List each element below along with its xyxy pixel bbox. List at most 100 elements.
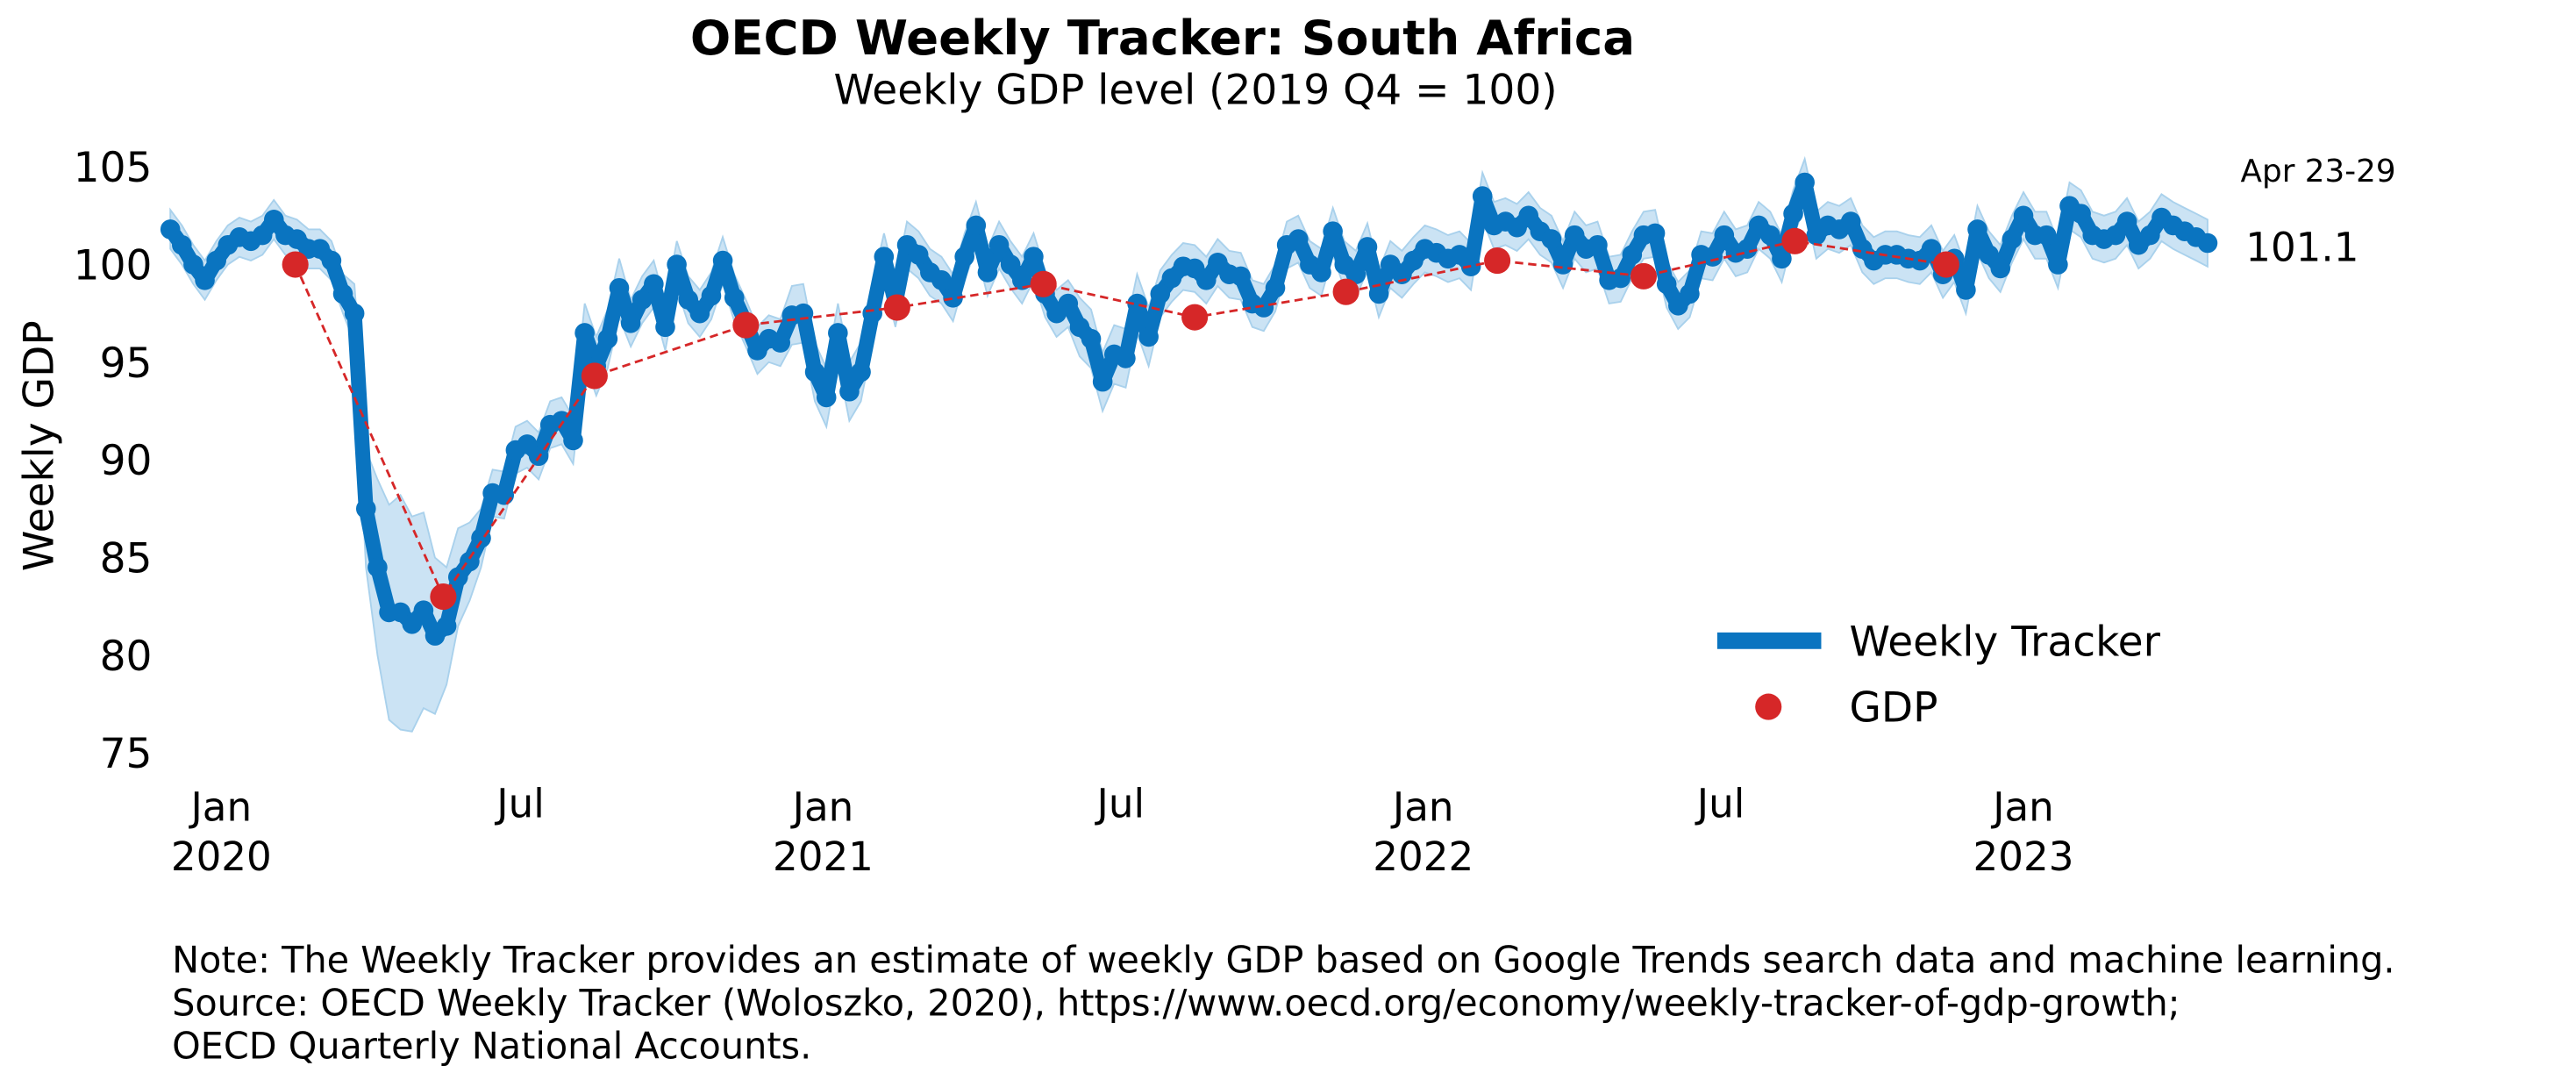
tracker-point	[1564, 225, 1585, 246]
tracker-point	[1092, 371, 1113, 392]
tracker-point	[1645, 223, 1666, 244]
tracker-point	[793, 303, 814, 324]
x-tick-label: Jan	[188, 783, 252, 830]
tracker-point	[644, 274, 664, 295]
x-tick-year: 2021	[773, 833, 874, 880]
tracker-point	[332, 283, 353, 304]
gdp-point	[1630, 262, 1658, 290]
tracker-point	[1231, 266, 1251, 287]
tracker-point	[1772, 248, 1792, 269]
tracker-point	[1714, 225, 1735, 246]
tracker-point	[712, 250, 733, 271]
tracker-point	[1956, 280, 1976, 300]
tracker-point	[828, 323, 848, 343]
tracker-point	[494, 485, 515, 505]
x-tick-label: Jan	[790, 783, 854, 830]
gdp-point	[581, 362, 608, 390]
y-tick-label: 85	[100, 534, 153, 583]
tracker-point	[2036, 225, 2057, 246]
tracker-point	[2105, 225, 2126, 246]
tracker-point	[1702, 247, 1723, 267]
legend: Weekly Tracker GDP	[1716, 618, 2161, 733]
x-tick-label: Jan	[1390, 783, 1454, 830]
tracker-point	[1552, 254, 1573, 275]
tracker-point	[977, 262, 998, 283]
chart-title: OECD Weekly Tracker: South Africa	[690, 10, 1635, 66]
x-tick-year: 2023	[1973, 833, 2074, 880]
tracker-point	[2197, 232, 2218, 254]
tracker-point	[413, 600, 434, 620]
tracker-point	[804, 361, 825, 383]
last-period: Apr 23-29	[2241, 154, 2396, 190]
tracker-point	[1311, 262, 1331, 283]
tracker-point	[620, 313, 641, 333]
tracker-point	[1610, 268, 1631, 289]
tracker-point	[851, 361, 871, 383]
tracker-point	[1150, 283, 1171, 304]
gdp-point	[1332, 278, 1359, 305]
tracker-point	[1967, 219, 1987, 240]
gdp-point	[883, 294, 910, 321]
tracker-point	[2071, 204, 2091, 224]
legend-label: GDP	[1849, 684, 1937, 733]
tracker-point	[321, 250, 342, 271]
tracker-point	[597, 328, 618, 349]
tracker-point	[1760, 225, 1780, 246]
x-tick-label: Jan	[1990, 783, 2054, 830]
tracker-point	[1012, 270, 1032, 290]
tracker-point	[1622, 245, 1643, 265]
tracker-point	[1795, 172, 1815, 193]
gdp-point	[1181, 304, 1209, 331]
tracker-point	[1138, 326, 1159, 347]
x-tick-label: Jul	[1095, 781, 1145, 827]
tracker-point	[1345, 264, 1366, 284]
tracker-point	[1541, 229, 1562, 249]
tracker-point	[344, 303, 365, 324]
tracker-point	[2013, 205, 2034, 226]
tracker-point	[1783, 204, 1803, 224]
note: OECD Quarterly National Accounts.	[172, 1026, 811, 1068]
tracker-point	[183, 254, 203, 275]
tracker-point	[2002, 229, 2023, 249]
tracker-point	[1253, 297, 1274, 318]
gdp-point	[732, 311, 760, 339]
tracker-point	[816, 387, 837, 408]
tracker-point	[943, 288, 963, 308]
tracker-point	[2048, 254, 2068, 275]
gdp-point	[282, 251, 309, 278]
tracker-point	[1323, 221, 1343, 241]
gdp-point	[1932, 251, 1959, 278]
note: Source: OECD Weekly Tracker (Woloszko, 2…	[172, 983, 2180, 1025]
gdp-point	[1030, 270, 1057, 297]
tracker-point	[1737, 239, 1758, 259]
tracker-point	[1368, 283, 1389, 304]
tracker-point	[563, 430, 583, 451]
tracker-point	[1588, 234, 1608, 255]
tracker-point	[1392, 264, 1412, 284]
tracker-point	[1288, 229, 1309, 249]
tracker-point	[160, 219, 181, 240]
x-tick-label: Jul	[494, 781, 544, 827]
tracker-point	[1357, 237, 1378, 257]
tracker-point	[632, 290, 653, 310]
tracker-point	[1081, 328, 1102, 349]
tracker-point	[1000, 254, 1021, 275]
tracker-point	[367, 557, 388, 577]
x-tick-year: 2022	[1373, 833, 1474, 880]
note: Note: The Weekly Tracker provides an est…	[172, 940, 2395, 982]
tracker-point	[355, 498, 376, 519]
tracker-point	[966, 215, 987, 236]
tracker-point	[667, 254, 687, 275]
gdp-line	[294, 240, 1947, 599]
y-tick-label: 95	[100, 340, 153, 388]
tracker-point	[1116, 348, 1136, 368]
tracker-point	[1979, 245, 1999, 265]
tracker-point	[1680, 283, 1700, 304]
tracker-point	[1127, 293, 1147, 314]
y-axis-label: Weekly GDP	[16, 320, 64, 571]
y-tick-label: 80	[100, 633, 153, 681]
tracker-point	[195, 270, 215, 290]
tracker-point	[678, 290, 699, 310]
chart-subtitle: Weekly GDP level (2019 Q4 = 100)	[834, 67, 1558, 115]
